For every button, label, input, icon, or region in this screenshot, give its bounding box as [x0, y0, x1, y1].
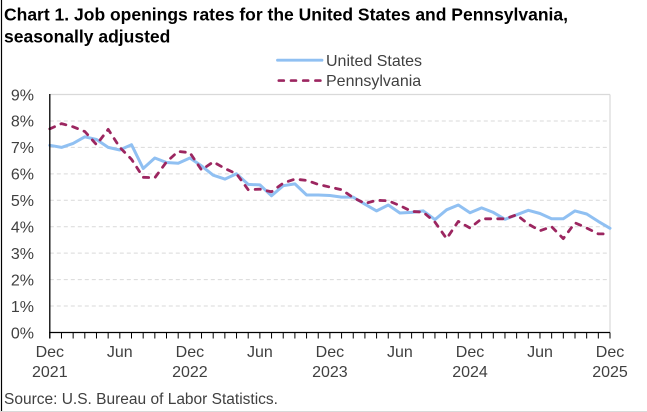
svg-text:Dec: Dec — [456, 344, 484, 361]
svg-text:2024: 2024 — [452, 364, 488, 381]
svg-text:2023: 2023 — [312, 364, 348, 381]
svg-text:8%: 8% — [11, 114, 34, 131]
svg-text:3%: 3% — [11, 246, 34, 263]
svg-text:7%: 7% — [11, 140, 34, 157]
svg-text:5%: 5% — [11, 193, 34, 210]
svg-text:Jun: Jun — [247, 344, 273, 361]
svg-text:2%: 2% — [11, 272, 34, 289]
svg-text:1%: 1% — [11, 299, 34, 316]
svg-text:Dec: Dec — [596, 344, 624, 361]
svg-text:Source: U.S. Bureau of Labor S: Source: U.S. Bureau of Labor Statistics. — [4, 391, 278, 408]
svg-text:0%: 0% — [11, 325, 34, 342]
svg-text:Dec: Dec — [176, 344, 204, 361]
svg-text:Dec: Dec — [316, 344, 344, 361]
svg-text:Chart 1. Job openings rates fo: Chart 1. Job openings rates for the Unit… — [4, 5, 568, 25]
svg-text:Jun: Jun — [107, 344, 133, 361]
svg-text:4%: 4% — [11, 220, 34, 237]
svg-text:Jun: Jun — [527, 344, 553, 361]
svg-text:Pennsylvania: Pennsylvania — [326, 73, 421, 90]
svg-text:2022: 2022 — [172, 364, 208, 381]
svg-text:seasonally adjusted: seasonally adjusted — [4, 27, 170, 47]
svg-text:United States: United States — [326, 53, 422, 70]
svg-text:2025: 2025 — [592, 364, 628, 381]
svg-text:Dec: Dec — [36, 344, 64, 361]
svg-text:2021: 2021 — [32, 364, 68, 381]
svg-text:Jun: Jun — [387, 344, 413, 361]
svg-text:9%: 9% — [11, 87, 34, 104]
svg-text:6%: 6% — [11, 167, 34, 184]
